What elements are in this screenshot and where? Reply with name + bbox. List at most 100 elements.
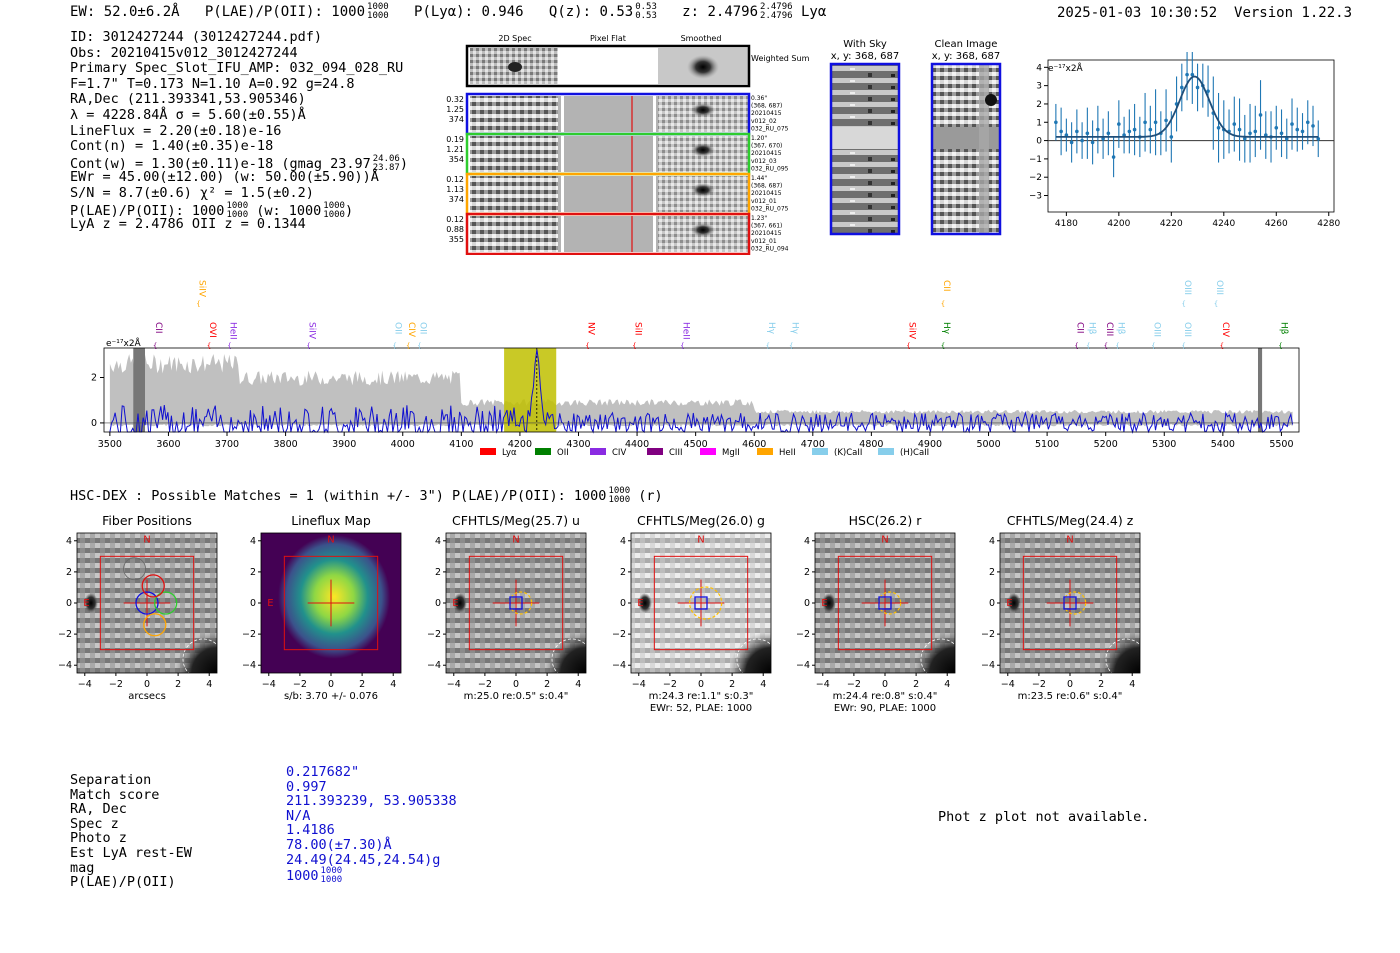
header-ew: EW: 52.0±6.2Å (70, 4, 180, 20)
fit-data-point (1164, 118, 1168, 123)
info-redshifts: LyA z = 2.4786 OII z = 0.1344 (70, 216, 306, 233)
east-label: E (267, 598, 273, 609)
panel-y-tick-label: 2 (250, 567, 256, 578)
fit-ylabel: e⁻¹⁷x2Å (1048, 62, 1084, 74)
search-box (283, 555, 379, 651)
header-plya: P(Lyα): 0.946 (414, 4, 524, 20)
fit-data-point (1263, 133, 1268, 137)
fit-y-tick-label: −1 (1030, 155, 1042, 165)
panel-y-tick-label: 4 (989, 536, 995, 547)
legend-swatch (647, 448, 663, 455)
value-separation: 0.217682" (286, 764, 360, 780)
spectral-line-label: Hγ (789, 322, 799, 335)
header-plae-frac: 1000 1000 (367, 2, 389, 21)
spectral-line-label: CIII (1104, 322, 1114, 336)
fit-data-point (1180, 85, 1184, 90)
info-obs: Obs: 20210415v012_3012427244 (70, 44, 298, 61)
spectral-line-bracket: { (1278, 342, 1282, 350)
line-fit-chart: e⁻¹⁷x2Å 4180 4200 4220 4240 4260 4280 −3 −2 −1 0 1… (1030, 52, 1340, 229)
panel-x-tick-label: 0 (1067, 679, 1073, 690)
spectral-line-bracket: { (1086, 342, 1090, 350)
spectral-line-bracket: { (766, 342, 770, 350)
source-aperture (878, 596, 892, 610)
search-box (1022, 555, 1118, 651)
cutout-left-label: 1.13 (446, 185, 464, 194)
header-qz-frac: 0.53 0.53 (635, 2, 657, 21)
east-label: E (1006, 598, 1012, 609)
image-panel: HSC(26.2) r N E −4 −4 −2 −2 0 0 2 2 4 4 m:24.4 re:0.8… (796, 513, 962, 714)
info-primary-spec: Primary Spec_Slot_IFU_AMP: 032_094_028_R… (70, 60, 404, 77)
fit-data-point (1080, 138, 1084, 143)
fit-data-point (1111, 155, 1116, 159)
panel-caption: s/b: 3.70 +/- 0.076 (284, 691, 378, 702)
fit-data-point (1190, 72, 1195, 77)
spec-x-tick-label: 4500 (684, 439, 708, 450)
spec-x-tick-label: 3800 (273, 439, 297, 450)
panel-x-tick-label: 2 (1098, 679, 1104, 690)
cutout-right-label: 20210415 (751, 230, 782, 237)
cutout-right-label: 20210415 (751, 190, 782, 197)
panel-y-tick-label: −4 (427, 660, 441, 671)
panel-y-tick-label: −4 (242, 660, 256, 671)
info-sn: S/N = 8.7(±0.6) χ² = 1.5(±0.2) (70, 184, 314, 201)
col-header-smoothed: Smoothed (681, 34, 722, 43)
cutout-right-label: (368, 687) (751, 183, 782, 190)
fit-data-point (1284, 136, 1289, 141)
panel-title: HSC(26.2) r (849, 513, 923, 528)
north-label: N (327, 534, 334, 545)
fit-y-tick-label: 3 (1036, 82, 1042, 92)
panel-y-tick-label: 0 (804, 598, 810, 609)
fit-data-point (1075, 129, 1079, 134)
spec-x-tick-label: 3900 (332, 439, 356, 450)
spectral-line-label: OII (417, 322, 427, 334)
hsc-dex-title: HSC-DEX : Possible Matches = 1 (within +… (70, 486, 663, 505)
header-z-frac: 2.4796 2.4796 (760, 2, 793, 21)
imaging-panels: Fiber Positions N E −4 −4 −2 −2 0 0 2 2 4 4 arcsecs Li… (58, 513, 1147, 714)
panel-y-tick-label: −2 (612, 629, 626, 640)
search-box (837, 555, 933, 651)
spectral-line-label: Hβ (1116, 322, 1126, 335)
spectral-line-bracket: { (196, 300, 200, 308)
fit-data-point (1090, 140, 1095, 145)
fiber-circle-outer (123, 557, 146, 581)
fit-data-point (1064, 133, 1069, 137)
cutout-left-label: 0.32 (446, 95, 464, 104)
cutout-right-label: 20210415 (751, 150, 782, 157)
cutout-left-label: 1.25 (446, 105, 464, 114)
panel-x-tick-label: −2 (293, 679, 307, 690)
panel-x-tick-label: −2 (847, 679, 861, 690)
fit-data-point (1117, 122, 1121, 126)
cutout-right-label: 1.44" (751, 175, 767, 182)
header-meta: 2025-01-03 10:30:52 Version 1.22.3 (1057, 5, 1352, 21)
spectrum-legend: Lyα OII CIV CIII MgII HeII (K)CaII (H)CaII (480, 448, 929, 458)
search-box (99, 555, 195, 651)
value-mag: 24.49(24.45,24.54)g (286, 851, 441, 868)
spec-x-tick-label: 3600 (156, 439, 180, 450)
panel-x-tick-label: 0 (882, 679, 888, 690)
spectral-line-bracket: { (306, 342, 310, 350)
info-ewr: EWr = 45.00(±12.00) (w: 50.00(±5.90))Å (70, 169, 379, 186)
legend-swatch (535, 448, 551, 455)
source-aperture (1063, 596, 1077, 610)
spectral-line-label: Hγ (941, 322, 951, 335)
cutout-right-label: 1.20" (751, 135, 767, 142)
cutout-right-label: v012_02 (751, 118, 777, 125)
spectral-line-label: CIV (1220, 322, 1230, 338)
label-plae: P(LAE)/P(OII) (70, 874, 176, 891)
panel-title: Lineflux Map (291, 513, 371, 528)
panel-x-tick-label: 0 (513, 679, 519, 690)
spec-x-tick-label: 4000 (391, 439, 415, 450)
legend-swatch (590, 448, 606, 455)
spec-x-tick-label: 5300 (1152, 439, 1176, 450)
spec-x-tick-label: 4800 (859, 439, 883, 450)
fit-data-point (1127, 129, 1132, 134)
panel-caption: m:24.3 re:1.1" s:0.3" (649, 691, 754, 702)
label-mag: mag (70, 859, 95, 876)
fit-data-point (1216, 125, 1221, 130)
header-qz: Q(z): 0.53 (548, 4, 634, 20)
cutout-right-label: v012_01 (751, 198, 777, 205)
sky-panels: With Sky x, y: 368, 687 Clean Image x, y… (829, 39, 1002, 236)
panel-x-tick-label: 4 (1129, 679, 1135, 690)
spectral-line-bracket: { (585, 342, 589, 350)
